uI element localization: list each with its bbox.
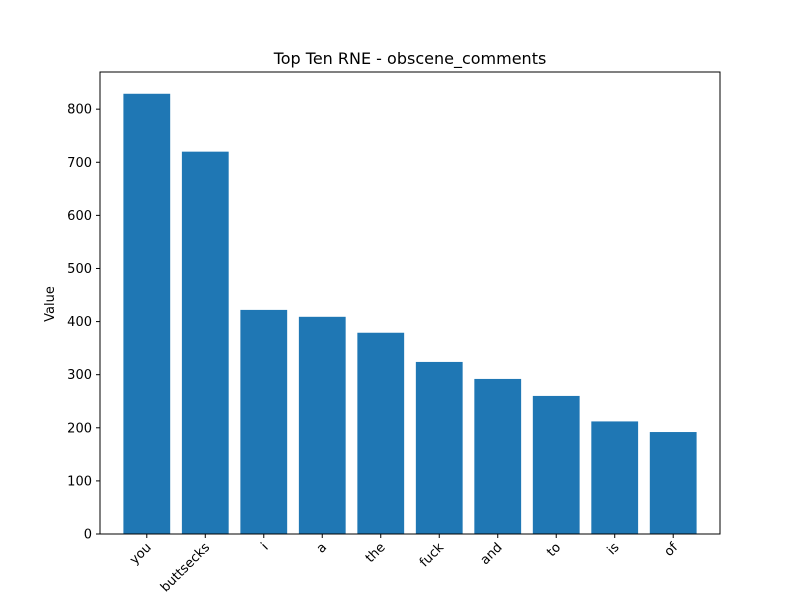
bar-you xyxy=(123,93,171,535)
bar-fuck xyxy=(415,361,463,534)
bar-the xyxy=(357,332,405,534)
x-tick-label: the xyxy=(363,540,389,566)
y-tick-label: 300 xyxy=(67,368,92,383)
bars-group xyxy=(123,93,697,535)
x-tick-label: you xyxy=(127,540,154,567)
bar-a xyxy=(298,316,346,534)
x-tick-label: to xyxy=(544,540,564,560)
bar-buttsecks xyxy=(181,151,229,534)
bar-and xyxy=(474,378,522,534)
bar-is xyxy=(591,421,639,534)
bar-i xyxy=(240,309,288,534)
x-tick-label: fuck xyxy=(417,540,447,570)
y-tick-label: 600 xyxy=(67,209,92,224)
x-tick-label: buttsecks xyxy=(158,540,213,595)
y-axis-ticks: 0 100 200 300 400 500 600 700 800 xyxy=(67,103,100,543)
y-tick-label: 100 xyxy=(67,474,92,489)
x-tick-label: i xyxy=(258,540,271,553)
y-axis-label: Value xyxy=(43,286,58,322)
y-tick-label: 200 xyxy=(67,421,92,436)
plot-frame xyxy=(99,71,721,535)
x-tick-label: is xyxy=(605,540,623,558)
bar-of xyxy=(649,432,697,534)
x-tick-label: of xyxy=(662,540,682,560)
bar-to xyxy=(532,395,580,534)
x-axis-ticks: you buttsecks i a the fuck and to is of xyxy=(127,534,681,595)
y-tick-label: 700 xyxy=(67,156,92,171)
y-tick-label: 800 xyxy=(67,103,92,118)
x-tick-label: and xyxy=(478,540,506,568)
x-tick-label: a xyxy=(314,540,330,556)
chart-title: Top Ten RNE - obscene_comments xyxy=(273,49,547,69)
y-tick-label: 0 xyxy=(84,528,92,543)
y-tick-label: 400 xyxy=(67,315,92,330)
y-tick-label: 500 xyxy=(67,262,92,277)
